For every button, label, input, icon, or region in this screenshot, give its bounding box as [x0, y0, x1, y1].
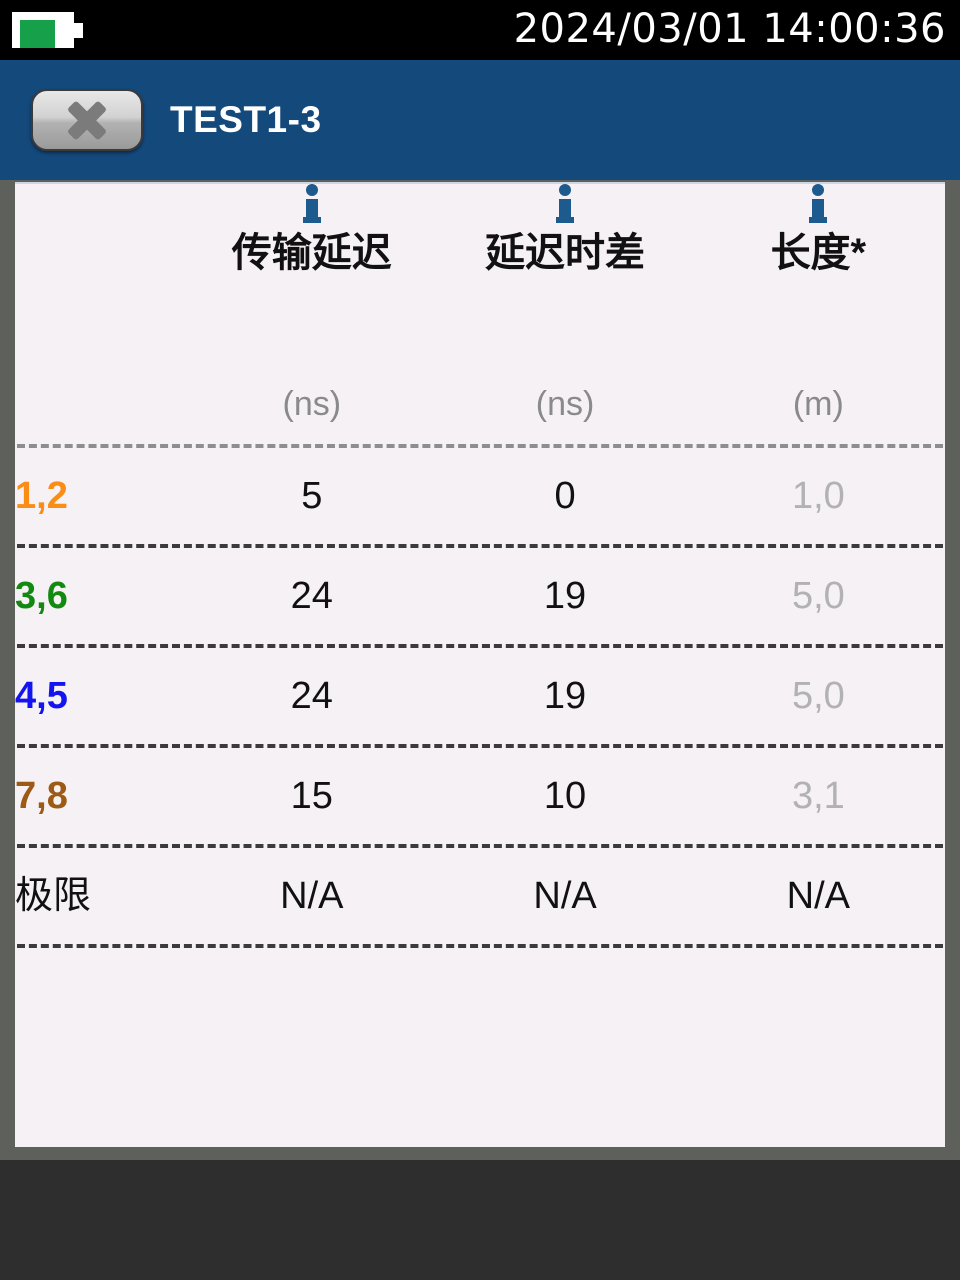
unit-cell-empty: [15, 364, 185, 444]
row-separator: [15, 544, 945, 548]
table-row[interactable]: 4,5 24 19 5,0: [15, 648, 945, 744]
dashed-divider: [17, 744, 943, 748]
close-x-icon: [33, 91, 141, 149]
header-cell-skew[interactable]: 延迟时差: [438, 184, 691, 364]
cell-skew: 19: [543, 575, 587, 617]
status-bar: 2024/03/01 14:00:36: [0, 0, 960, 60]
header-cell-empty: [15, 184, 185, 364]
cell-length: 1,0: [791, 475, 845, 517]
row-separator: [15, 644, 945, 648]
dashed-divider: [17, 844, 943, 848]
table-unit-row: (ns) (ns) (m): [15, 364, 945, 444]
bottom-bar: [0, 1160, 960, 1280]
results-table: 传输延迟 延迟时差: [15, 184, 945, 948]
row-label: 4,5: [15, 675, 68, 717]
title-bar: TEST1-3: [0, 60, 960, 180]
cell-skew: 19: [543, 675, 587, 717]
row-label: 极限: [15, 875, 92, 917]
cell-skew: N/A: [533, 875, 597, 917]
table-row[interactable]: 3,6 24 19 5,0: [15, 548, 945, 644]
row-separator: [15, 944, 945, 948]
header-cell-delay[interactable]: 传输延迟: [185, 184, 438, 364]
status-datetime: 2024/03/01 14:00:36: [513, 6, 946, 52]
unit-delay: (ns): [282, 385, 342, 423]
row-label: 1,2: [15, 475, 68, 517]
header-label-length: 长度*: [770, 231, 867, 275]
battery-body: [12, 12, 74, 48]
info-icon[interactable]: [805, 184, 831, 228]
page-title: TEST1-3: [170, 99, 322, 140]
row-separator: [15, 844, 945, 848]
battery-fill: [20, 20, 55, 48]
unit-skew: (ns): [535, 385, 595, 423]
dashed-divider: [17, 944, 943, 948]
cell-delay: 24: [290, 675, 333, 717]
cell-skew: 0: [554, 475, 576, 517]
table-row[interactable]: 1,2 5 0 1,0: [15, 448, 945, 544]
row-label: 3,6: [15, 575, 68, 617]
cell-length: 5,0: [791, 675, 845, 717]
row-separator: [15, 744, 945, 748]
header-cell-length[interactable]: 长度*: [692, 184, 945, 364]
close-button[interactable]: [31, 89, 143, 151]
cell-delay: 24: [290, 575, 333, 617]
table-row[interactable]: 7,8 15 10 3,1: [15, 748, 945, 844]
results-panel: 传输延迟 延迟时差: [15, 182, 945, 1147]
cell-delay: 15: [290, 775, 333, 817]
battery-cap: [74, 23, 83, 38]
header-label-skew: 延迟时差: [485, 231, 646, 275]
info-icon[interactable]: [552, 184, 578, 228]
dashed-divider: [17, 544, 943, 548]
unit-length: (m): [792, 385, 844, 423]
header-label-delay: 传输延迟: [231, 231, 392, 275]
cell-length: 3,1: [791, 775, 845, 817]
cell-length: N/A: [786, 875, 851, 917]
row-label: 7,8: [15, 775, 68, 817]
battery-icon: [12, 12, 84, 48]
dashed-divider: [17, 644, 943, 648]
cell-length: 5,0: [791, 575, 845, 617]
table-row-limit[interactable]: 极限 N/A N/A N/A: [15, 848, 945, 944]
table-header-row: 传输延迟 延迟时差: [15, 184, 945, 364]
cell-skew: 10: [543, 775, 587, 817]
row-separator: [15, 444, 945, 448]
info-icon[interactable]: [299, 184, 325, 228]
content-frame: 传输延迟 延迟时差: [0, 180, 960, 1160]
cell-delay: 5: [301, 475, 323, 517]
cell-delay: N/A: [280, 875, 344, 917]
dashed-divider: [17, 444, 943, 448]
